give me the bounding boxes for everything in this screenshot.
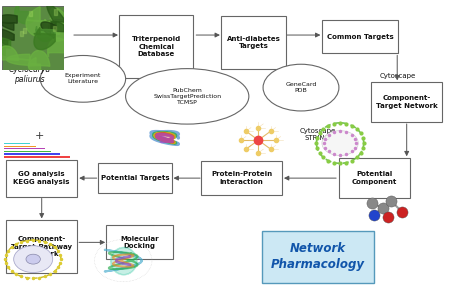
Bar: [4, 146, 36, 147]
Polygon shape: [45, 19, 73, 41]
Polygon shape: [15, 3, 34, 24]
Polygon shape: [0, 46, 18, 62]
FancyBboxPatch shape: [221, 16, 286, 69]
Bar: [4, 140, 21, 142]
Text: GO analysis
KEGG analysis: GO analysis KEGG analysis: [13, 171, 70, 185]
Ellipse shape: [263, 64, 339, 111]
FancyBboxPatch shape: [119, 15, 193, 78]
FancyBboxPatch shape: [338, 158, 410, 198]
Text: Triterpenoid
Chemical
Database: Triterpenoid Chemical Database: [132, 36, 181, 57]
Ellipse shape: [40, 55, 126, 102]
Polygon shape: [46, 27, 60, 39]
FancyBboxPatch shape: [98, 164, 172, 193]
Bar: [4, 154, 60, 155]
Polygon shape: [49, 22, 64, 38]
Polygon shape: [0, 37, 10, 56]
Text: Network
Pharmacology: Network Pharmacology: [271, 242, 365, 272]
FancyBboxPatch shape: [106, 225, 173, 259]
Polygon shape: [0, 29, 14, 46]
FancyBboxPatch shape: [6, 220, 78, 273]
Bar: [4, 151, 51, 152]
Polygon shape: [0, 15, 17, 30]
FancyBboxPatch shape: [371, 82, 442, 122]
FancyBboxPatch shape: [322, 20, 398, 53]
Ellipse shape: [126, 69, 249, 124]
Polygon shape: [41, 22, 56, 36]
Polygon shape: [50, 8, 64, 23]
Text: Anti-diabetes
Targets: Anti-diabetes Targets: [227, 36, 281, 49]
Bar: [4, 156, 70, 158]
Text: Experiment
Literature: Experiment Literature: [65, 74, 101, 84]
Bar: [4, 143, 30, 144]
Text: Cyclocarya
paliurus: Cyclocarya paliurus: [9, 65, 50, 84]
Text: Component-
Target Network: Component- Target Network: [376, 95, 438, 109]
Text: Cytoscape: Cytoscape: [380, 73, 416, 79]
Polygon shape: [36, 27, 55, 41]
Text: GeneCard
PDB: GeneCard PDB: [285, 82, 317, 93]
Polygon shape: [156, 135, 173, 141]
Circle shape: [26, 254, 40, 264]
Ellipse shape: [322, 131, 358, 156]
Polygon shape: [7, 54, 30, 65]
Text: Protein-Protein
Interaction: Protein-Protein Interaction: [211, 171, 272, 185]
Polygon shape: [48, 38, 71, 57]
Polygon shape: [26, 7, 50, 37]
Text: +: +: [35, 131, 44, 141]
Text: Component-
Target-Pathway
Network: Component- Target-Pathway Network: [10, 236, 73, 257]
FancyBboxPatch shape: [262, 231, 374, 283]
Polygon shape: [47, 4, 64, 25]
Text: Cytoscape
STRING: Cytoscape STRING: [300, 128, 336, 141]
Bar: [4, 148, 45, 150]
Polygon shape: [28, 58, 41, 72]
Text: Potential
Component: Potential Component: [352, 171, 397, 185]
Text: Molecular
Docking: Molecular Docking: [120, 236, 159, 249]
Circle shape: [14, 246, 53, 272]
FancyBboxPatch shape: [6, 160, 78, 197]
FancyBboxPatch shape: [201, 161, 282, 195]
Text: Potential Targets: Potential Targets: [101, 175, 169, 181]
Text: Common Targets: Common Targets: [327, 34, 393, 39]
Text: PubChem
SwissTargetPrediction
TCMSP: PubChem SwissTargetPrediction TCMSP: [153, 88, 221, 105]
Polygon shape: [34, 27, 55, 50]
Polygon shape: [29, 51, 50, 67]
